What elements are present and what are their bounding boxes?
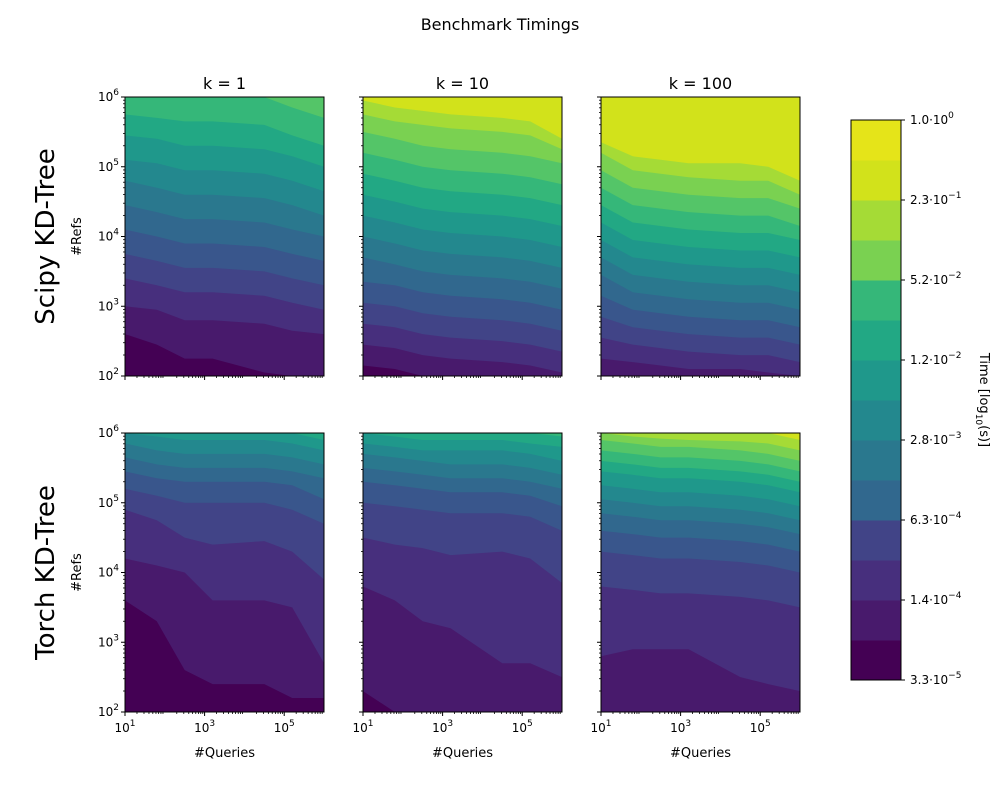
- colorbar-tick-label: 5.2·10−2: [910, 271, 961, 287]
- contour-band: [125, 433, 324, 440]
- y-tick-label: 102: [98, 367, 119, 383]
- colorbar-segment: [851, 520, 901, 561]
- colorbar-label: Time [log10(s)]: [973, 352, 991, 447]
- x-tick-label: 105: [750, 719, 771, 735]
- y-tick-label: 103: [98, 297, 119, 313]
- colorbar-segment: [851, 240, 901, 281]
- y-tick-label: 104: [98, 228, 119, 244]
- x-axis-label: #Queries: [194, 746, 255, 761]
- colorbar: 1.0·100 2.3·10−1 5.2·10−2 1.2·10−2 2.8·10−3 6…: [850, 111, 991, 687]
- colorbar-tick-label: 3.3·10−5: [910, 671, 961, 687]
- colorbar-segment: [851, 280, 901, 321]
- colorbar-frame: [850, 119, 902, 681]
- x-tick-label: 101: [114, 719, 135, 735]
- colorbar-segment: [851, 160, 901, 201]
- figure-title: Benchmark Timings: [421, 15, 580, 34]
- x-tick-label: 103: [670, 719, 691, 735]
- colorbar-segment: [851, 320, 901, 361]
- colorbar-segment: [851, 360, 901, 401]
- y-tick-label: 105: [98, 494, 119, 510]
- contour-band: [601, 433, 800, 451]
- panel-r0-c2: k = 100: [597, 74, 801, 380]
- contour-band: [363, 433, 562, 447]
- y-axis-label: #Refs: [70, 217, 85, 256]
- contour-band: [601, 433, 800, 440]
- colorbar-segment: [851, 200, 901, 241]
- colorbar-segment: [851, 640, 901, 681]
- x-axis-label: #Queries: [670, 746, 731, 761]
- panels-group: 102 103 104 105 106 k = 1 #Refs Scipy KD-Tree k …: [31, 74, 801, 761]
- contour-band: [601, 97, 800, 181]
- colorbar-tick-label: 1.4·10−4: [910, 591, 962, 607]
- x-tick-label: 105: [274, 719, 295, 735]
- y-axis-label: #Refs: [70, 553, 85, 592]
- colorbar-segment: [851, 120, 901, 161]
- contour-band: [125, 97, 324, 146]
- y-tick-label: 106: [98, 88, 119, 104]
- column-title: k = 100: [669, 74, 732, 93]
- y-tick-label: 105: [98, 158, 119, 174]
- colorbar-tick-label: 1.2·10−2: [910, 351, 961, 367]
- colorbar-tick-label: 1.0·100: [910, 111, 954, 127]
- colorbar-segment: [851, 480, 901, 521]
- x-tick-label: 103: [432, 719, 453, 735]
- contour-band: [363, 97, 562, 139]
- x-axis-label: #Queries: [432, 746, 493, 761]
- colorbar-tick-label: 6.3·10−4: [910, 511, 962, 527]
- row-title: Scipy KD-Tree: [31, 148, 61, 324]
- y-tick-label: 102: [98, 703, 119, 719]
- x-tick-label: 101: [352, 719, 373, 735]
- colorbar-segment: [851, 440, 901, 481]
- panel-r0-c0: 102 103 104 105 106 k = 1 #Refs Scipy KD-Tree: [31, 74, 325, 383]
- colorbar-tick-label: 2.3·10−1: [910, 191, 961, 207]
- colorbar-segment: [851, 560, 901, 601]
- panel-r1-c1: 101 103 105 #Queries: [352, 432, 563, 761]
- panel-r0-c1: k = 10: [359, 74, 563, 380]
- y-tick-label: 106: [98, 424, 119, 440]
- colorbar-tick-label: 2.8·10−3: [910, 431, 961, 447]
- colorbar-segment: [851, 400, 901, 441]
- column-title: k = 1: [203, 74, 246, 93]
- panel-r1-c0: 102 103 104 105 106 101 103 105 #Queries #Refs Tor…: [31, 424, 325, 761]
- x-tick-label: 105: [512, 719, 533, 735]
- y-tick-label: 103: [98, 633, 119, 649]
- row-title: Torch KD-Tree: [31, 485, 61, 661]
- x-tick-label: 101: [590, 719, 611, 735]
- y-tick-label: 104: [98, 564, 119, 580]
- x-tick-label: 103: [194, 719, 215, 735]
- panel-r1-c2: 101 103 105 #Queries: [590, 432, 801, 761]
- colorbar-segment: [851, 600, 901, 641]
- contour-band: [125, 97, 324, 118]
- column-title: k = 10: [436, 74, 489, 93]
- contour-band: [125, 433, 324, 451]
